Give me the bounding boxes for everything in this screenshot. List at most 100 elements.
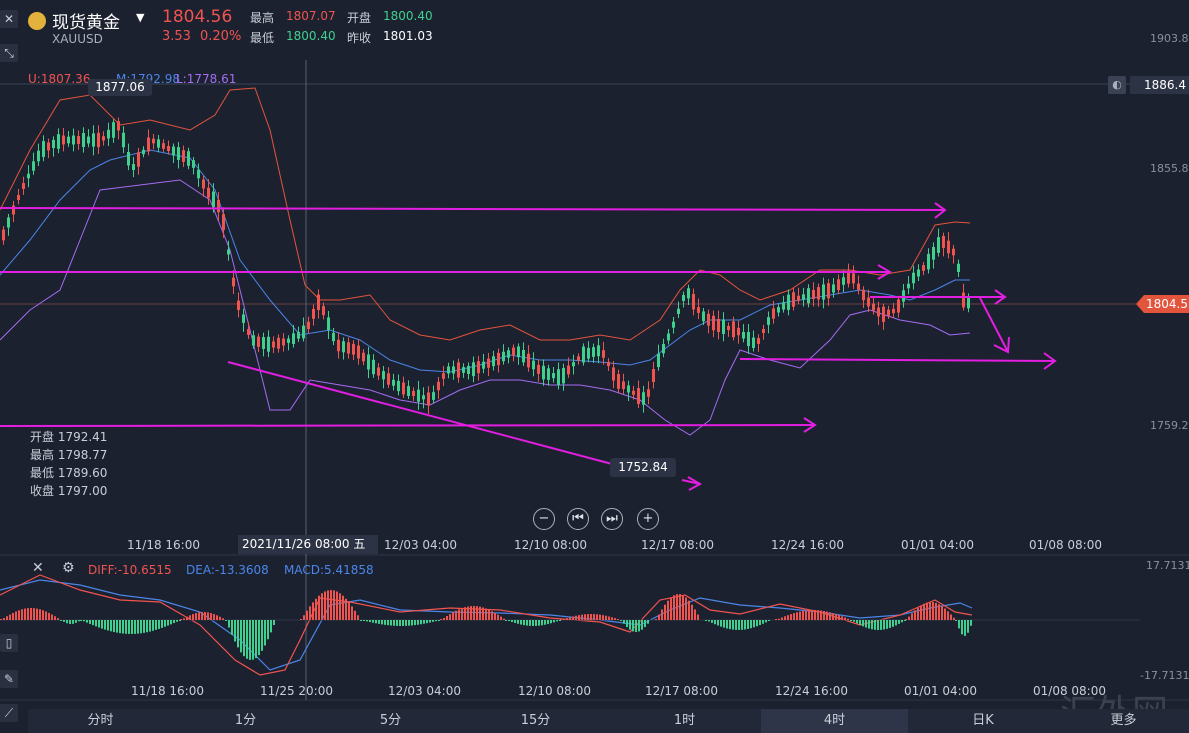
peak-price-label: 1877.06 [88, 79, 152, 96]
macd-bar [697, 614, 699, 620]
candle-body [727, 325, 730, 331]
macd-bar [237, 620, 239, 648]
macd-bar [207, 612, 209, 620]
macd-bar [86, 620, 88, 623]
macd-bar [45, 611, 47, 620]
macd-bar [66, 620, 68, 624]
macd-bar [958, 620, 960, 629]
chevron-down-icon[interactable]: ▼ [136, 11, 145, 24]
candle-tool-icon[interactable]: ▯ [0, 634, 18, 652]
macd-bar [72, 620, 74, 624]
macd-bar [116, 620, 118, 633]
candle-body [797, 295, 800, 301]
zoom-out-button[interactable]: − [533, 508, 555, 530]
macd-bar [575, 615, 577, 620]
boll-upper-line [0, 87, 971, 341]
tab-more[interactable]: 更多 [1110, 713, 1137, 728]
candle-body [567, 365, 570, 375]
pencil-icon[interactable]: ✎ [0, 670, 18, 688]
macd-bar [186, 616, 188, 620]
macd-bar [309, 606, 311, 620]
tab-15min[interactable]: 15分 [520, 713, 551, 728]
candle-body [372, 359, 375, 375]
tab-fenshi[interactable]: 分时 [87, 713, 114, 728]
candle-body [647, 389, 650, 397]
tab-daily[interactable]: 日K [972, 713, 994, 728]
tab-4hour[interactable]: 4时 [761, 709, 908, 733]
boll-upper-value: U:1807.36 [28, 72, 91, 86]
symbol-name[interactable]: 现货黄金 [52, 13, 120, 33]
candlestick-series [2, 117, 970, 414]
candle-body [162, 143, 165, 149]
macd-bar [494, 612, 496, 620]
candle-body [172, 146, 175, 156]
zoom-in-button[interactable]: + [637, 508, 659, 530]
macd-bar [938, 604, 940, 620]
macd-bar [261, 620, 263, 651]
macd-bar [608, 616, 610, 620]
macd-bar [853, 620, 855, 622]
candle-body [337, 339, 340, 352]
candle-body [832, 284, 835, 293]
candle-body [507, 350, 510, 358]
macd-bar [267, 620, 269, 640]
skip-back-button[interactable]: ⏮ [567, 508, 589, 530]
candle-body [847, 270, 850, 284]
tab-1min[interactable]: 1分 [234, 713, 257, 728]
macd-bar [485, 608, 487, 620]
candle-body [822, 284, 825, 300]
candle-body [627, 385, 630, 393]
macd-bar [372, 620, 374, 623]
macd-bar [140, 620, 142, 634]
close-icon[interactable]: ✕ [0, 10, 18, 28]
macd-bar [908, 616, 910, 620]
time-axis-label: 12/24 16:00 [771, 538, 844, 552]
macd-bar [258, 620, 260, 656]
candle-body [747, 331, 750, 347]
macd-bar [905, 619, 907, 620]
macd-bar [195, 613, 197, 620]
macd-bar [508, 620, 510, 622]
candle-body [147, 137, 150, 152]
macd-bar [673, 595, 675, 620]
macd-bar [9, 614, 11, 620]
close-indicator-icon[interactable]: ✕ [32, 560, 44, 576]
candle-body [142, 149, 145, 155]
candle-body [952, 248, 955, 256]
symbol-code: XAUUSD [52, 32, 103, 46]
bell-icon[interactable]: ◐ [1108, 76, 1126, 94]
macd-bar [78, 620, 80, 622]
macd-bar [432, 620, 434, 622]
macd-bar [898, 620, 900, 624]
current-price-marker: 1804.5 [1136, 295, 1189, 313]
macd-bar [820, 610, 822, 620]
macd-bar [402, 620, 404, 626]
macd-bar [877, 620, 879, 630]
drawing-tool-icon[interactable]: ⟋ [0, 704, 18, 722]
macd-bar [544, 620, 546, 625]
tab-5min[interactable]: 5分 [379, 713, 402, 728]
gear-icon[interactable]: ⚙ [62, 560, 75, 576]
macd-bar [868, 620, 870, 629]
prev-close-value: 1801.03 [383, 29, 433, 43]
macd-bar [823, 610, 825, 620]
macd-bar [470, 606, 472, 620]
candle-body [737, 327, 740, 336]
macd-bar [629, 620, 631, 630]
candle-body [57, 134, 60, 149]
timeframe-tabs: 分时 1分 5分 15分 1时 4时 日K 更多 [28, 709, 1189, 733]
skip-forward-button[interactable]: ⏭ [601, 508, 623, 530]
candle-body [642, 392, 645, 405]
candle-body [317, 294, 320, 310]
candle-body [697, 307, 700, 313]
candle-body [772, 308, 775, 319]
macd-bar [944, 608, 946, 620]
macd-bar [83, 620, 85, 622]
collapse-icon[interactable]: ⤡ [0, 44, 18, 62]
tab-1hour[interactable]: 1时 [673, 713, 696, 728]
candle-body [472, 362, 475, 377]
candle-body [127, 151, 130, 166]
macd-bar [883, 620, 885, 630]
macd-bar [345, 598, 347, 620]
